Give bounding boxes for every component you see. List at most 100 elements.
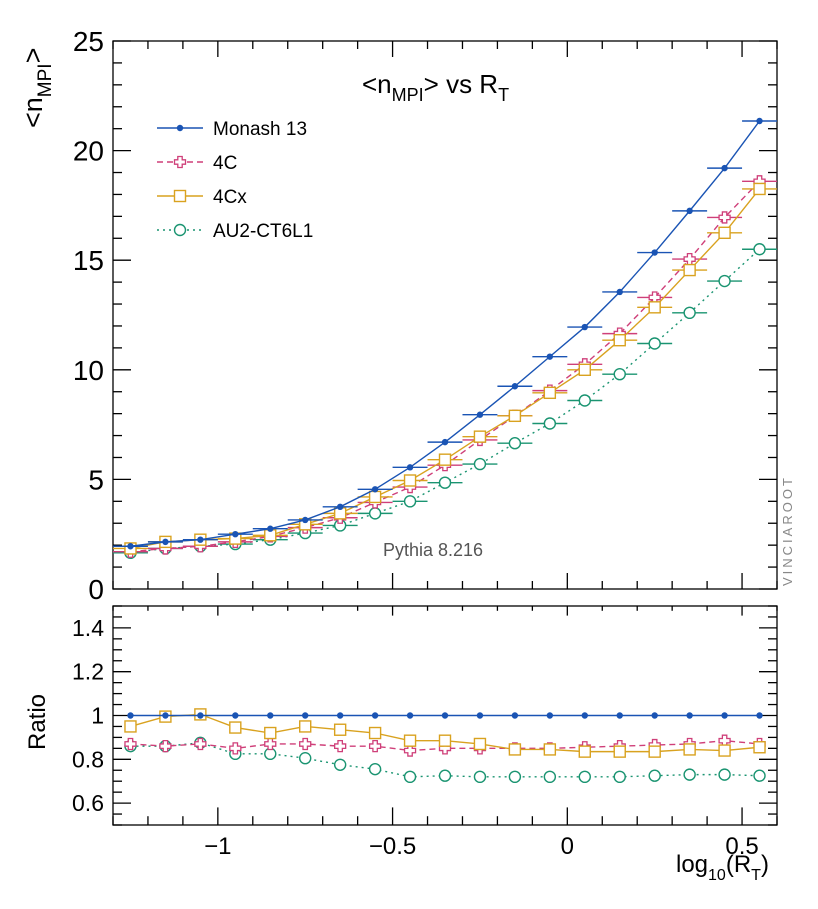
data-point [543, 417, 557, 430]
ratio-point [438, 769, 452, 782]
ratio-tick-label: 1 [91, 703, 104, 729]
data-point [756, 117, 763, 125]
ratio-point [756, 712, 763, 719]
data-point [441, 438, 449, 446]
series-layer [113, 117, 777, 784]
ratio-point [336, 712, 344, 719]
data-point [718, 274, 731, 288]
y-axis-label: <nMPI> [18, 48, 56, 128]
legend-label: 4Cx [213, 187, 247, 208]
ratio-point [368, 726, 382, 740]
ratio-point [581, 712, 588, 719]
data-point [683, 263, 696, 277]
legend-entry-monash-13: Monash 13 [157, 119, 307, 140]
ratio-point [718, 744, 731, 757]
legend-entry-4c: 4C [157, 153, 237, 174]
ratio-point [124, 737, 137, 751]
data-point [648, 337, 661, 350]
data-point [543, 386, 557, 400]
data-point [473, 457, 487, 471]
data-point [511, 383, 519, 390]
x-tick-label: −1 [204, 833, 231, 860]
data-point [368, 507, 382, 520]
data-point [197, 536, 204, 543]
ratio-point [578, 770, 591, 784]
y-tick-label: 0 [88, 574, 104, 605]
ratio-point [543, 770, 557, 784]
ratio-point [299, 737, 312, 751]
legend-marker [176, 124, 184, 132]
data-point [581, 323, 588, 331]
data-point [683, 306, 696, 320]
ratio-point [127, 712, 134, 719]
legend-entry-au2-ct6l1: AU2-CT6L1 [157, 221, 313, 242]
ratio-point [333, 758, 347, 771]
data-point [371, 486, 379, 493]
ratio-point [403, 770, 417, 784]
data-point [651, 249, 658, 256]
y-tick-label: 25 [73, 26, 104, 57]
ratio-point [546, 712, 554, 719]
data-point [613, 367, 626, 381]
ratio-point [229, 721, 242, 734]
ratio-point [299, 752, 312, 765]
ratio-point [438, 734, 452, 747]
y-tick-label: 15 [73, 245, 104, 276]
ratio-point [508, 770, 522, 784]
ratio-tick-label: 1.2 [72, 659, 104, 685]
series-4c [113, 175, 777, 757]
legend: Monash 13 4C 4Cx AU2-CT6L1 [157, 119, 313, 242]
data-point [368, 490, 382, 504]
data-point [403, 495, 417, 508]
data-point [721, 164, 728, 172]
ratio-point [368, 740, 382, 753]
ratio-point [403, 734, 417, 747]
ratio-point [543, 743, 557, 756]
ratio-point [753, 741, 766, 754]
legend-marker [173, 189, 187, 203]
ratio-point [197, 712, 204, 719]
series-line-au2-ct6l1 [130, 248, 760, 554]
data-point [438, 476, 452, 489]
data-point [302, 516, 309, 524]
ratio-point [229, 742, 242, 755]
ratio-point [124, 720, 137, 733]
ratio-point [651, 712, 658, 719]
ratio-point [721, 712, 728, 719]
ratio-point [441, 712, 449, 719]
ratio-point [648, 769, 661, 782]
ratio-axis-label: Ratio [24, 694, 51, 750]
ratio-tick-label: 0.6 [72, 790, 104, 816]
data-point [162, 538, 169, 546]
data-point [127, 543, 134, 550]
x-tick-label: 0 [561, 833, 574, 860]
chart-title: <nMPI> vs RT [362, 69, 509, 105]
ratio-point [753, 769, 766, 782]
data-point [648, 301, 661, 314]
data-point [267, 525, 274, 532]
series-au2-ct6l1 [113, 243, 777, 784]
data-point [616, 288, 623, 296]
data-point [403, 474, 417, 487]
data-point [718, 226, 731, 240]
data-point [438, 453, 452, 466]
main-plot-frame [112, 40, 778, 590]
data-point [683, 252, 696, 266]
ratio-point [476, 712, 484, 719]
ratio-point [616, 712, 623, 719]
pythia-annotation: Pythia 8.216 [383, 540, 483, 560]
ratio-tick-label: 0.8 [72, 746, 104, 772]
ratio-point [613, 745, 626, 758]
ratio-point [578, 745, 591, 758]
axes-layer: −1 −0.5 0 0.5 0 5 10 15 20 25 0.6 0.8 1 1.2 1.4 [72, 26, 778, 860]
data-point [578, 394, 591, 407]
ratio-point [194, 737, 207, 751]
data-point [753, 243, 766, 256]
watermark: VINCIAROOT [780, 475, 795, 586]
legend-label: AU2-CT6L1 [213, 221, 313, 242]
legend-label: 4C [213, 153, 237, 174]
ratio-point [683, 743, 696, 756]
series-line-4cx [130, 188, 761, 550]
x-tick-label: −0.5 [369, 833, 416, 860]
